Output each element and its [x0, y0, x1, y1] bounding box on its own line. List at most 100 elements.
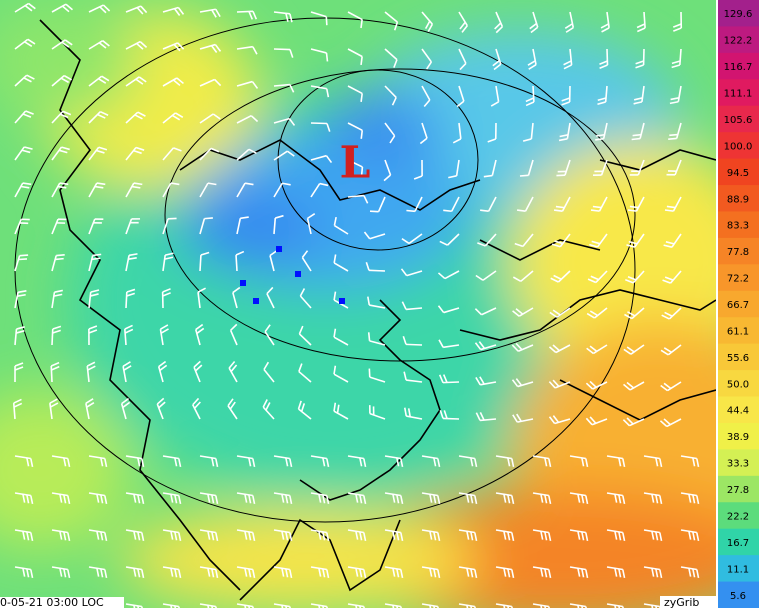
barb-feather	[597, 97, 607, 102]
wind-barb	[266, 286, 275, 309]
barb-staff	[522, 233, 534, 247]
barb-staff	[162, 218, 169, 235]
barb-feather	[286, 150, 295, 157]
barb-feather	[688, 531, 692, 540]
barb-staff	[377, 196, 386, 212]
barb-feather	[227, 398, 234, 407]
barb-feather	[662, 279, 671, 284]
barb-staff	[592, 344, 608, 355]
barb-feather	[63, 457, 67, 467]
barb-staff	[347, 48, 363, 58]
barb-feather	[98, 146, 108, 151]
wind-barb	[421, 529, 441, 542]
barb-feather	[403, 407, 408, 417]
credit: zyGrib	[664, 596, 699, 608]
barb-feather	[475, 274, 484, 281]
barb-feather	[178, 495, 182, 505]
wind-barb	[236, 182, 254, 198]
barb-feather	[178, 569, 182, 579]
barb-feather	[591, 240, 601, 245]
wind-barb	[51, 492, 71, 505]
wind-barb	[88, 289, 100, 309]
barb-feather	[477, 242, 486, 247]
barb-staff	[199, 254, 202, 272]
barb-feather	[177, 42, 185, 50]
wind-barb	[310, 11, 328, 26]
barb-feather	[100, 457, 104, 467]
legend-swatch	[718, 528, 759, 556]
barb-feather	[589, 380, 597, 388]
barb-staff	[421, 566, 438, 571]
barb-staff	[667, 344, 682, 356]
barb-feather	[360, 93, 363, 103]
legend-swatch	[718, 449, 759, 477]
barb-feather	[663, 244, 673, 248]
barb-feather	[696, 569, 700, 579]
wind-barb	[161, 288, 171, 309]
barb-staff	[598, 196, 608, 212]
barb-feather	[94, 185, 104, 189]
barb-feather	[322, 494, 326, 504]
barb-staff	[236, 455, 253, 460]
barb-staff	[310, 85, 327, 90]
barb-feather	[26, 74, 35, 80]
wind-barb	[298, 325, 312, 346]
barb-staff	[458, 11, 468, 27]
barb-feather	[333, 402, 337, 412]
barb-feather	[289, 49, 294, 58]
wind-barb	[511, 342, 534, 352]
wind-barb	[487, 122, 497, 143]
wind-barb	[14, 74, 35, 87]
barb-feather	[548, 346, 557, 354]
barb-feather	[442, 374, 448, 383]
barb-feather	[659, 532, 663, 542]
barb-feather	[173, 147, 182, 152]
barb-staff	[197, 292, 201, 309]
wind-barb	[384, 11, 399, 31]
barb-feather	[433, 605, 436, 608]
barb-feather	[672, 23, 682, 28]
barb-feather	[452, 138, 462, 144]
barb-feather	[30, 532, 34, 542]
barb-staff	[347, 11, 363, 21]
barb-staff	[262, 406, 275, 420]
barb-feather	[204, 217, 213, 220]
wind-barb	[310, 85, 330, 98]
wind-barb	[199, 455, 219, 468]
barb-feather	[248, 531, 252, 541]
barb-feather	[19, 254, 29, 257]
barb-feather	[275, 214, 284, 219]
wind-barb	[643, 492, 663, 505]
barb-staff	[51, 146, 63, 161]
wind-barb	[86, 361, 96, 383]
barb-staff	[421, 529, 438, 534]
barb-staff	[88, 111, 101, 124]
barb-feather	[581, 494, 585, 504]
legend-swatch	[718, 317, 759, 345]
barb-feather	[553, 209, 563, 212]
wind-barb	[273, 492, 293, 505]
barb-feather	[133, 494, 137, 503]
barb-feather	[550, 277, 559, 283]
barb-feather	[26, 494, 30, 504]
barb-feather	[232, 286, 241, 294]
barb-feather	[300, 403, 306, 412]
barb-feather	[336, 404, 340, 414]
barb-feather	[392, 531, 396, 540]
barb-feather	[669, 100, 679, 105]
barb-feather	[363, 458, 367, 468]
barb-feather	[443, 209, 452, 213]
barb-feather	[402, 336, 407, 345]
barb-feather	[67, 458, 71, 468]
barb-feather	[548, 458, 552, 468]
barb-feather	[355, 605, 358, 608]
wind-barb	[514, 233, 534, 248]
barb-feather	[121, 397, 130, 405]
barb-feather	[614, 605, 617, 608]
barb-staff	[458, 492, 475, 497]
barb-feather	[577, 494, 581, 503]
wind-barb	[264, 324, 275, 346]
legend-label: 100.0	[724, 141, 753, 152]
wind-barb	[599, 48, 609, 69]
barb-feather	[211, 9, 217, 18]
